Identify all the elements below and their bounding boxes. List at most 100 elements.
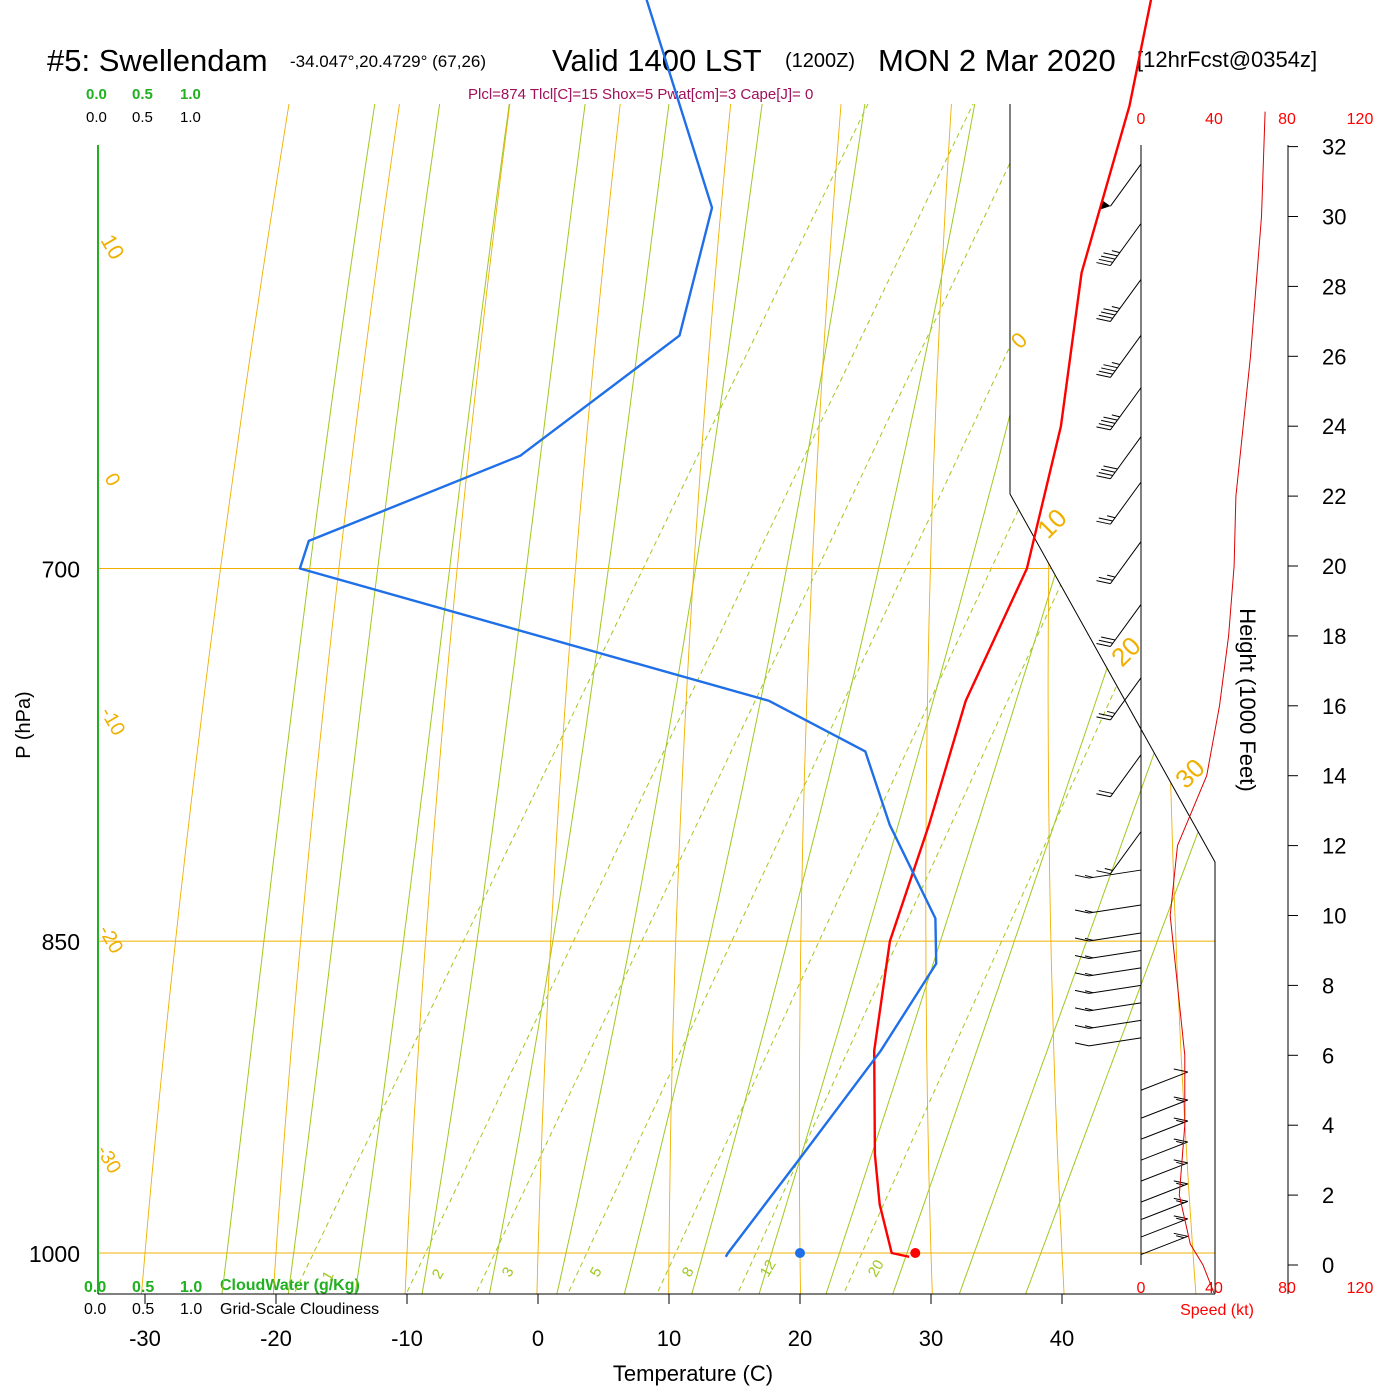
pressure-tick-label: 1000 [29,1241,80,1267]
wind-barb-staff [1110,163,1142,207]
mixing-ratio-label: 3 [499,1264,518,1280]
wind-barb [1098,163,1142,211]
moist-adiabat [605,104,1131,1294]
wind-barb [1096,481,1142,525]
mixing-ratio-line [704,104,1215,1294]
surface-temperature-marker [910,1248,921,1258]
speed-tick-label-top: 0 [1137,111,1146,128]
height-tick-label: 4 [1322,1113,1334,1138]
wind-barb-staff [1110,754,1142,798]
speed-tick-label-top: 80 [1278,111,1296,128]
wind-barb-feather [1074,937,1090,942]
dry-adiabat [668,104,998,1294]
height-tick-label: 32 [1322,135,1346,160]
moist-adiabat [933,104,1215,1294]
height-tick-label: 10 [1322,904,1346,929]
temperature-axis: -30 -20 -10 0 10 20 30 40 [129,1294,1074,1351]
moist-adiabat [278,104,778,1294]
wind-barb-feather [1098,472,1113,477]
wind-barb-feather [1096,373,1111,378]
speed-tick-label-top: 120 [1347,111,1374,128]
wind-barb-half [1111,306,1120,310]
wind-barb-feather [1101,311,1116,316]
cloud-scale-top-green-2: 1.0 [180,86,201,103]
wind-barb-staff [1110,335,1142,378]
wind-barb-staff [1140,1200,1188,1221]
stability-indices: Plcl=874 Tlcl[C]=15 Shox=5 Pwat[cm]=3 Ca… [468,86,813,103]
x-tick-label: -20 [260,1326,292,1351]
wind-barb-staff [1088,932,1142,942]
wind-barb-half [1084,990,1094,994]
moist-adiabat [671,104,1215,1294]
isobars [98,568,1215,1254]
wind-barb [1140,1232,1188,1255]
wind-barb-half [1107,515,1116,519]
mixing-ratio-label: 8 [679,1264,698,1280]
height-tick-label: 20 [1322,554,1346,579]
wind-barb-feather [1096,317,1111,322]
dry-adiabat [401,104,828,1294]
wind-barb-feather [1173,1159,1188,1164]
wind-barb [1096,604,1142,648]
wind-barb-feather [1098,423,1113,428]
wind-barb-staff [1088,1019,1142,1029]
cloud-scale-top-green-1: 0.5 [132,86,153,103]
wind-barb [1140,1068,1188,1091]
speed-tick-label-bottom: 40 [1205,1280,1223,1297]
dry-adiabat-label: -10 [96,704,130,740]
wind-barb [1096,436,1142,480]
wind-barb-staff [1110,223,1142,266]
wind-barb-feather [1173,1117,1188,1122]
wind-barb [1096,387,1142,431]
dry-adiabat-label: -30 [92,1142,126,1178]
wind-barb-half [1107,574,1116,578]
wind-barb [1074,869,1142,879]
wind-barb-half [1176,1098,1185,1102]
wind-barb-half [1111,361,1120,365]
speed-axis-label: Speed (kt) [1180,1302,1254,1319]
wind-barb-feather [1101,468,1116,473]
cloud-scale-top-black-2: 1.0 [180,109,201,126]
wind-barb-staff [1088,1037,1142,1047]
wind-barb-half [1176,1217,1185,1221]
wind-barb-feather [1173,1215,1188,1220]
wind-barb [1074,904,1142,914]
mixing-ratio-line [372,104,1215,1294]
wind-barb-feather [1173,1068,1188,1073]
moist-adiabat [212,104,728,1294]
x-tick-label: 20 [788,1326,812,1351]
wind-barb-staff [1088,967,1142,977]
mixing-ratio-line [259,104,1165,1294]
wind-barb-feather [1103,308,1118,313]
height-tick-label: 28 [1322,274,1346,299]
wind-barb-feather [1096,716,1111,721]
valid-date: MON 2 Mar 2020 [878,43,1116,78]
wind-barb-staff [1140,1120,1188,1140]
cloud-scale-bottom-black-1: 0.5 [132,1301,154,1318]
wind-barb-staff [1088,984,1142,994]
wind-barb [1140,1138,1188,1161]
mixing-ratio-label: 5 [587,1264,606,1280]
wind-barb [1140,1215,1188,1238]
dry-adiabat-label: 0 [100,470,125,491]
wind-barb-feather [1098,258,1113,263]
cloud-scale-bottom-green-1: 0.5 [132,1279,154,1296]
x-tick-label: 40 [1050,1326,1074,1351]
wind-barb-staff [1088,1002,1142,1012]
plot-right-edge [1009,104,1216,1294]
cloud-scale-bottom: 0.0 0.5 1.0 CloudWater (g/Kg) 0.0 0.5 1.… [84,1277,379,1318]
forecast-info: [12hrFcst@0354z] [1137,47,1317,72]
wind-barb-half [1104,867,1113,871]
height-axis-label: Height (1000 Feet) [1235,608,1260,791]
wind-barb-half [1176,1119,1185,1123]
wind-barb-feather [1103,416,1118,421]
wind-barb-feather [1101,419,1116,424]
wind-barb-feather [1074,954,1090,959]
cloud-scale-top-black-1: 0.5 [132,109,153,126]
moist-adiabat [540,104,1038,1294]
wind-barb [1074,967,1142,977]
height-tick-label: 2 [1322,1183,1334,1208]
cloud-scale-bottom-black-0: 0.0 [84,1301,106,1318]
